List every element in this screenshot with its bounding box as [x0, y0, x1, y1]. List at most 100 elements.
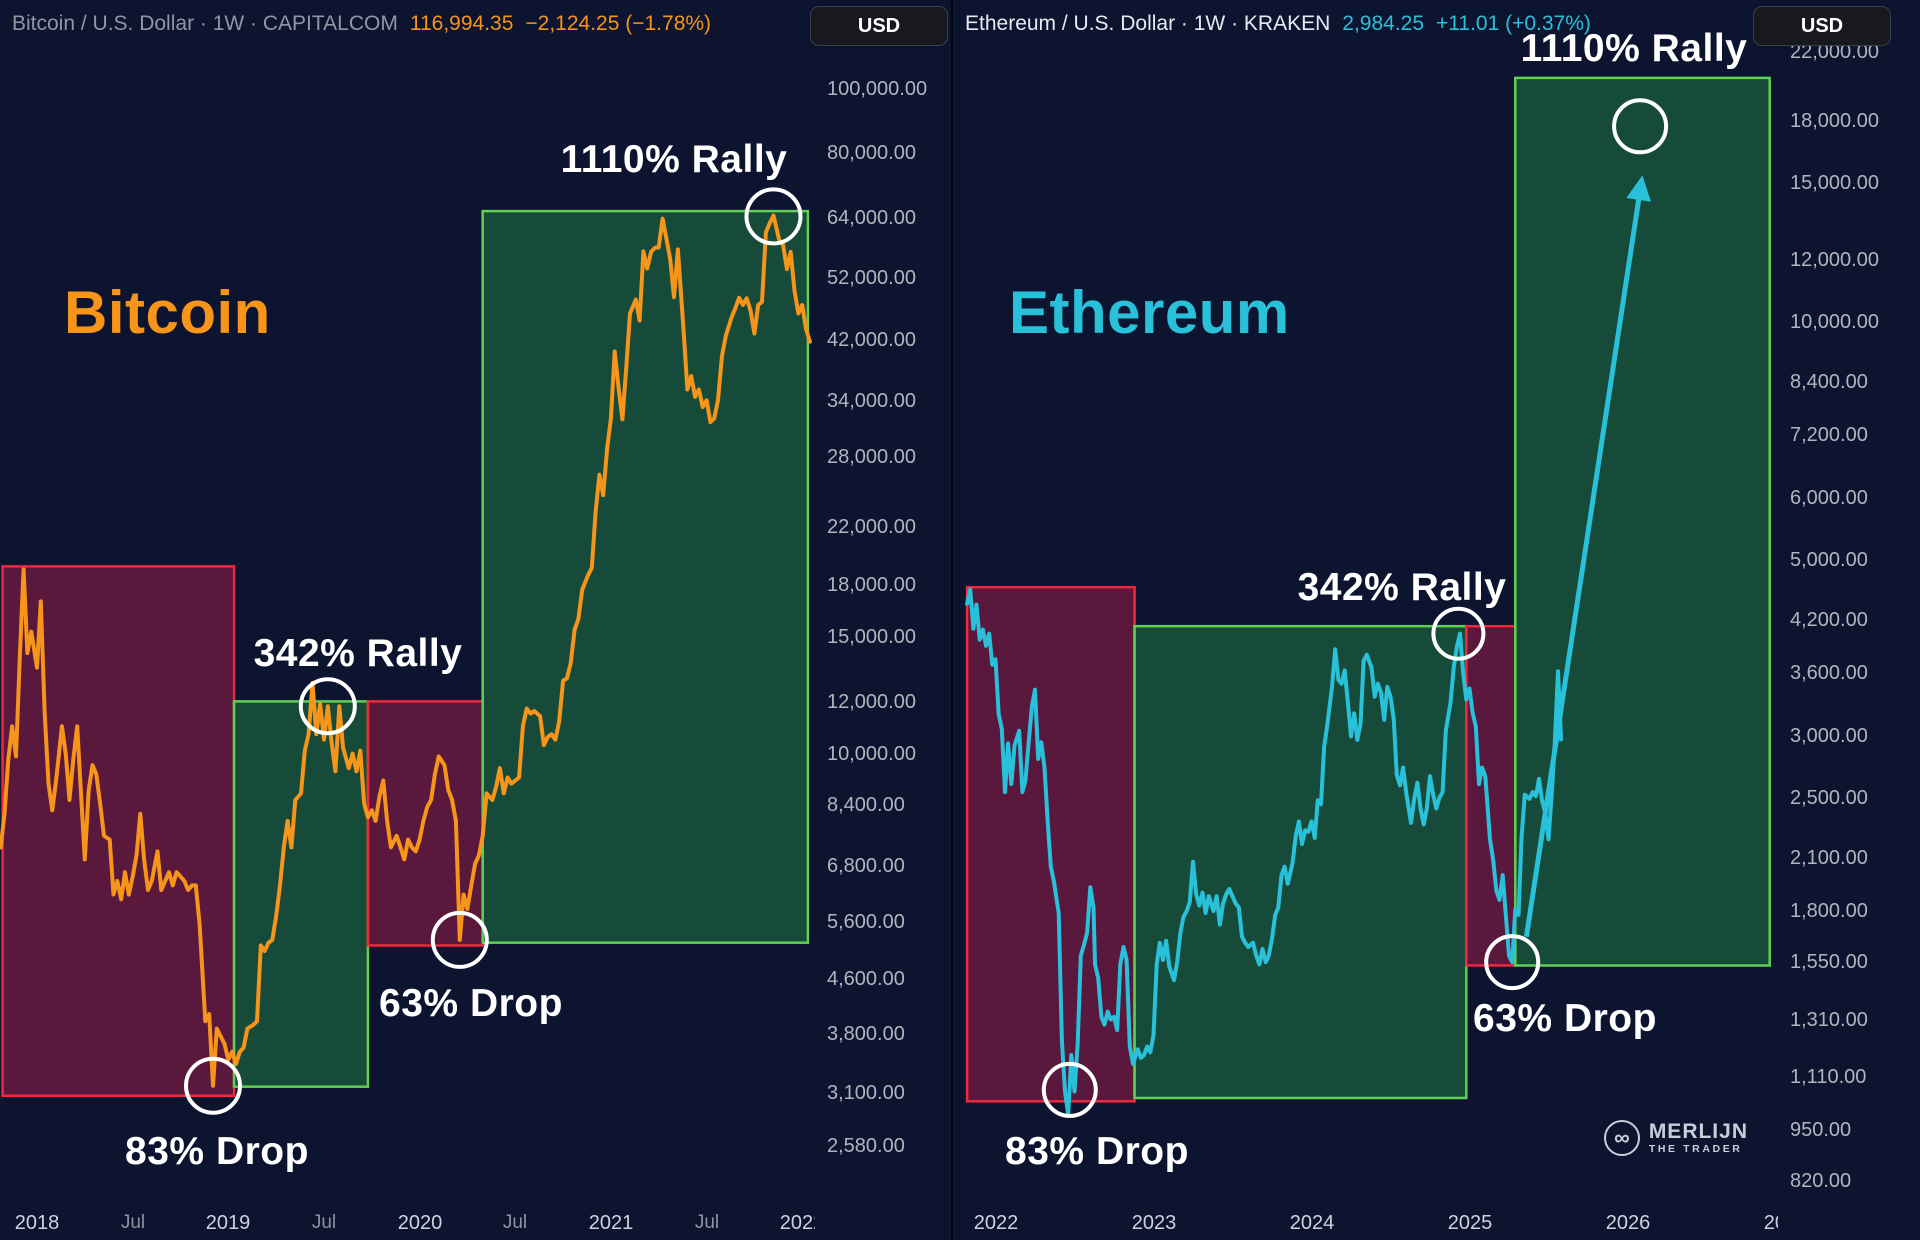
price-scale-label: 22,000.00	[1790, 41, 1879, 63]
time-axis-label: 2022	[779, 1212, 815, 1234]
event-marker-circle[interactable]	[430, 910, 489, 969]
price-scale-label: 18,000.00	[827, 574, 916, 596]
price-scale-label: 1,800.00	[1790, 900, 1868, 922]
price-scale-label: 5,000.00	[1790, 549, 1868, 571]
event-marker-circle[interactable]	[1484, 934, 1541, 991]
price-scale-label: 820.00	[1790, 1170, 1852, 1192]
price-scale-label: 5,600.00	[827, 911, 905, 933]
ethereum-chart-area[interactable]: Ethereum 83% Drop 342% Rally 63% Drop 1110%…	[953, 0, 1778, 1240]
bitcoin-chart-area[interactable]: Bitcoin 83% Drop 342% Rally 63% Drop 1110% …	[0, 0, 815, 1240]
price-scale-label: 64,000.00	[827, 207, 916, 229]
price-scale-label: 3,000.00	[1790, 725, 1868, 747]
price-change: −2,124.25 (−1.78%)	[525, 12, 712, 35]
price-series-line	[0, 213, 812, 1088]
price-scale-label: 15,000.00	[827, 626, 916, 648]
time-axis-label: Jul	[120, 1212, 146, 1233]
time-axis-label: 2023	[1131, 1212, 1177, 1234]
merlijn-the-trader-brand: ∞ MERLIJN THE TRADER	[1603, 1119, 1748, 1156]
last-price: 116,994.35	[409, 12, 514, 35]
annotation-label[interactable]: 63% Drop	[1473, 997, 1657, 1040]
price-scale-label: 2,100.00	[1790, 847, 1868, 869]
price-scale-label: 22,000.00	[827, 516, 916, 538]
event-marker-circle[interactable]	[1041, 1061, 1098, 1118]
price-scale-label: 10,000.00	[1790, 311, 1879, 333]
price-scale[interactable]: 22,000.00 18,000.00 15,000.00 12,000.00 10,0…	[1778, 0, 1920, 1240]
price-scale-label: 1,310.00	[1790, 1009, 1868, 1031]
price-scale-label: 2,580.00	[827, 1135, 905, 1157]
price-scale-label: 6,000.00	[1790, 487, 1868, 509]
price-scale-label: 34,000.00	[827, 390, 916, 412]
bitcoin-panel: Bitcoin 83% Drop 342% Rally 63% Drop 1110% …	[0, 0, 951, 1240]
price-scale-label: 10,000.00	[827, 743, 916, 765]
price-scale-label: 6,800.00	[827, 855, 905, 877]
price-scale-label: 12,000.00	[827, 691, 916, 713]
last-price: 2,984.25	[1342, 12, 1425, 35]
rally-region-box[interactable]	[1514, 76, 1771, 967]
time-axis-label: 2021	[588, 1212, 634, 1234]
price-scale-label: 42,000.00	[827, 329, 916, 351]
annotation-label[interactable]: 342% Rally	[1297, 566, 1507, 609]
brand-text: MERLIJN THE TRADER	[1648, 1119, 1748, 1156]
symbol-description[interactable]: Ethereum / U.S. Dollar · 1W · KRAKEN	[965, 12, 1331, 35]
ethereum-annotations-layer: 83% Drop 342% Rally 63% Drop 1110% Rally	[953, 0, 1778, 1240]
price-scale-label: 1,110.00	[1790, 1066, 1867, 1088]
event-marker-circle[interactable]	[744, 187, 803, 246]
time-axis-label: 2020	[397, 1212, 443, 1234]
time-axis-label: 2027	[1763, 1212, 1778, 1234]
brand-tagline: THE TRADER	[1648, 1143, 1743, 1156]
price-scale-label: 12,000.00	[1790, 249, 1879, 271]
time-axis-label: 2024	[1289, 1212, 1335, 1234]
event-marker-circle[interactable]	[1431, 606, 1486, 661]
time-axis-label: 2022	[973, 1212, 1019, 1234]
price-scale-label: 100,000.00	[827, 78, 928, 100]
ethereum-watermark-title: Ethereum	[1009, 279, 1290, 346]
bitcoin-chart-canvas	[0, 187, 812, 1115]
annotation-label[interactable]: 83% Drop	[125, 1130, 309, 1173]
event-marker-circle[interactable]	[184, 1056, 242, 1115]
time-axis-label: Jul	[694, 1212, 720, 1233]
time-axis[interactable]: 2018 Jul 2019 Jul 2020 Jul 2021 Jul 2022	[0, 1205, 815, 1240]
symbol-description[interactable]: Bitcoin / U.S. Dollar · 1W · CAPITALCOM	[12, 12, 398, 35]
panel-divider	[951, 0, 953, 1240]
price-scale-label: 1,550.00	[1790, 951, 1868, 973]
price-change: +11.01 (+0.37%)	[1436, 12, 1591, 35]
price-scale-label: 2,500.00	[1790, 787, 1868, 809]
time-axis[interactable]: 2022 2023 2024 2025 2026 2027	[953, 1205, 1778, 1240]
annotation-label[interactable]: 1110% Rally	[1520, 27, 1748, 70]
annotation-label[interactable]: 1110% Rally	[560, 138, 788, 181]
time-axis-label: Jul	[311, 1212, 337, 1233]
time-axis-label: 2019	[205, 1212, 251, 1234]
bitcoin-chart-header: Bitcoin / U.S. Dollar · 1W · CAPITALCOM …	[12, 12, 711, 36]
price-scale-label: 15,000.00	[1790, 172, 1879, 194]
price-scale-label: 52,000.00	[827, 267, 916, 289]
event-marker-circle[interactable]	[1612, 98, 1669, 155]
price-scale-label: 4,200.00	[1790, 609, 1868, 631]
merlijn-logo-icon: ∞	[1603, 1120, 1640, 1156]
ethereum-chart-canvas	[965, 76, 1771, 1118]
price-scale-label: 4,600.00	[827, 968, 905, 990]
price-scale-label: 3,100.00	[827, 1082, 905, 1104]
time-axis-label: 2018	[14, 1212, 60, 1234]
annotation-label[interactable]: 63% Drop	[379, 982, 563, 1025]
bitcoin-watermark-title: Bitcoin	[64, 279, 271, 346]
price-scale-label: 18,000.00	[1790, 110, 1879, 132]
price-scale-label: 950.00	[1790, 1119, 1852, 1141]
time-axis-label: 2025	[1447, 1212, 1493, 1234]
currency-usd-button[interactable]: USD	[810, 6, 948, 46]
ethereum-panel: Ethereum 83% Drop 342% Rally 63% Drop 1110%…	[953, 0, 1920, 1240]
price-scale-label: 3,800.00	[827, 1023, 905, 1045]
price-scale[interactable]: 100,000.00 80,000.00 64,000.00 52,000.00 42,…	[815, 0, 951, 1240]
annotation-label[interactable]: 83% Drop	[1005, 1130, 1189, 1173]
price-scale-label: 8,400.00	[1790, 371, 1868, 393]
annotation-label[interactable]: 342% Rally	[253, 632, 463, 675]
currency-usd-button[interactable]: USD	[1753, 6, 1891, 46]
brand-name: MERLIJN	[1648, 1119, 1748, 1143]
price-scale-label: 28,000.00	[827, 446, 916, 468]
time-axis-label: Jul	[502, 1212, 528, 1233]
ethereum-chart-header: Ethereum / U.S. Dollar · 1W · KRAKEN 2,9…	[965, 12, 1591, 36]
event-marker-circle[interactable]	[298, 677, 357, 736]
price-scale-label: 80,000.00	[827, 142, 916, 164]
price-scale-label: 3,600.00	[1790, 662, 1868, 684]
price-scale-label: 8,400.00	[827, 794, 905, 816]
